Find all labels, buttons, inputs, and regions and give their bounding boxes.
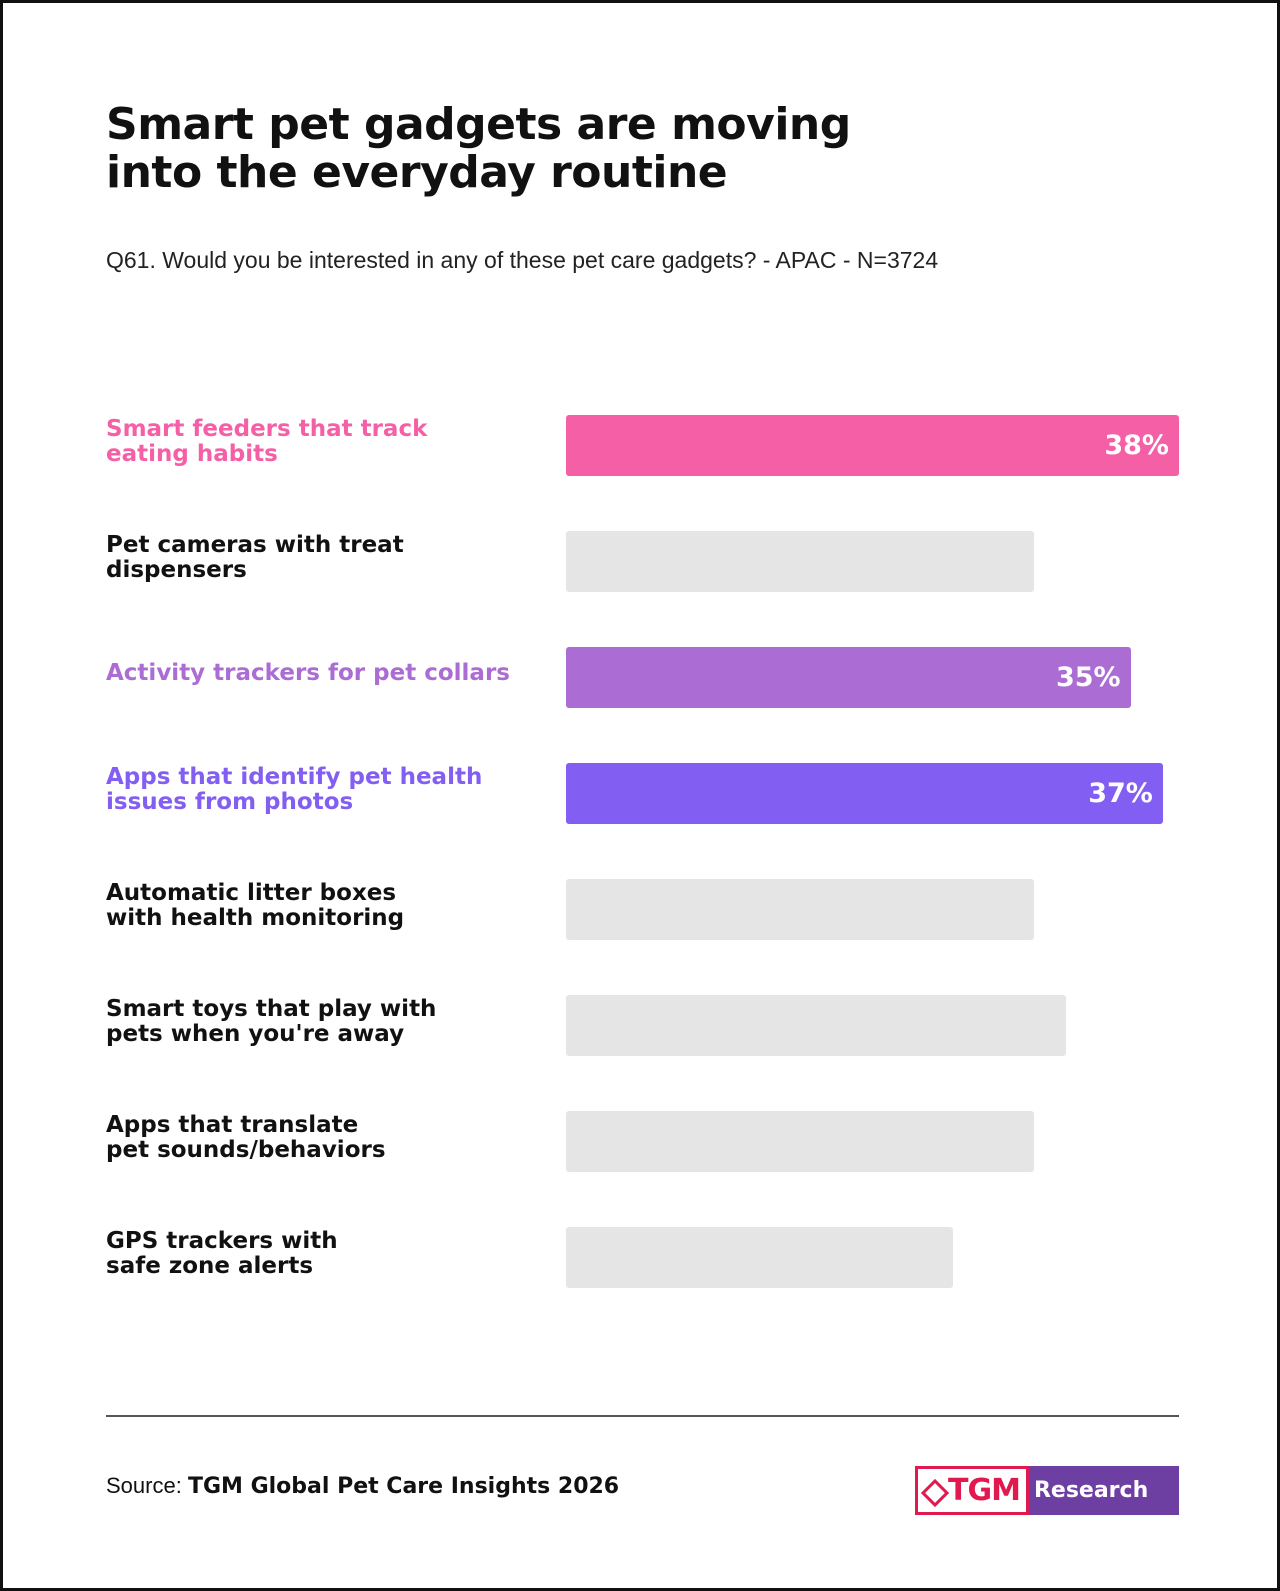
bar-value-label: 35%: [1055, 662, 1121, 693]
bar: [566, 531, 1034, 592]
category-label-line: Apps that translate: [106, 1111, 359, 1138]
logo-tgm-text: TGM: [948, 1473, 1021, 1508]
category-label-line: Smart toys that play with: [106, 995, 437, 1022]
category-label-line: Smart feeders that track: [106, 415, 428, 442]
category-label: Pet cameras with treat dispensers: [106, 531, 536, 583]
bar: 37%: [566, 763, 1163, 824]
bar-value-label: 38%: [1104, 430, 1169, 461]
source-text: TGM Global Pet Care Insights 2026: [187, 1474, 620, 1499]
source-note: Source: TGM Global Pet Care Insights 202…: [106, 1473, 619, 1499]
bar: 38%: [566, 415, 1179, 476]
category-label-line: dispensers: [106, 556, 247, 583]
category-label: Apps that identify pet health issues from…: [106, 763, 536, 815]
category-label-line: Apps that identify pet health: [106, 763, 483, 790]
category-label-line: eating habits: [106, 440, 278, 467]
diamond-icon: [922, 1480, 944, 1502]
source-label: Source:: [106, 1473, 182, 1498]
logo-research-text: Research: [1033, 1478, 1149, 1503]
category-label-line: pet sounds/behaviors: [106, 1136, 386, 1163]
bar: [566, 1111, 1034, 1172]
category-label: Activity trackers for pet collars: [106, 661, 536, 686]
chart-subtitle: Q61. Would you be interested in any of t…: [106, 247, 939, 273]
category-label-line: GPS trackers with: [106, 1227, 338, 1254]
bar: [566, 995, 1067, 1056]
category-label-line: pets when you're away: [106, 1020, 405, 1047]
category-label-line: Automatic litter boxes: [106, 879, 397, 906]
category-label: Automatic litter boxes with health monito…: [106, 879, 536, 931]
bar: [566, 1227, 954, 1288]
category-label: Apps that translate pet sounds/behaviors: [106, 1111, 536, 1163]
category-label-line: safe zone alerts: [106, 1252, 314, 1279]
category-label-line: issues from photos: [106, 788, 354, 815]
category-label: GPS trackers with safe zone alerts: [106, 1227, 536, 1279]
category-label: Smart toys that play with pets when you'r…: [106, 995, 536, 1047]
bar: [566, 879, 1034, 940]
category-label-line: Activity trackers for pet collars: [106, 660, 510, 686]
tgm-research-logo: TGM Research: [915, 1466, 1179, 1515]
footer-divider: [106, 1415, 1179, 1417]
category-label-line: with health monitoring: [106, 904, 405, 931]
logo-tgm-block: TGM: [915, 1466, 1029, 1515]
category-label-line: Pet cameras with treat: [106, 531, 404, 558]
title-line-2: into the everyday routine: [106, 147, 728, 198]
chart-title: Smart pet gadgets are moving into the ev…: [106, 101, 1006, 197]
title-line-1: Smart pet gadgets are moving: [106, 99, 851, 150]
category-label: Smart feeders that track eating habits: [106, 415, 536, 467]
bar: 35%: [566, 647, 1131, 708]
bar-value-label: 37%: [1088, 778, 1153, 809]
